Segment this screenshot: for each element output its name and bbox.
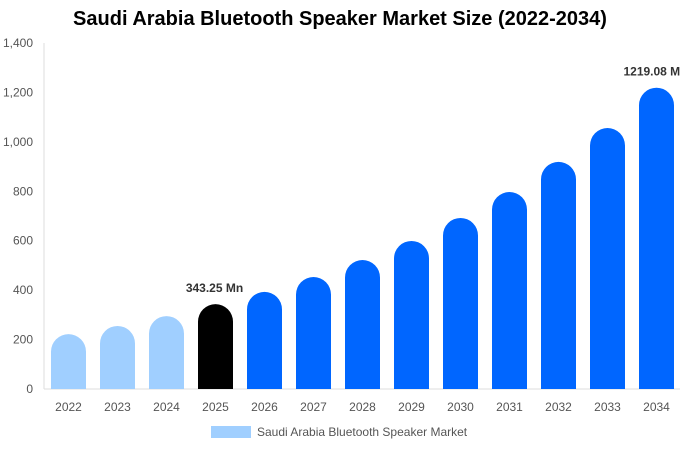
bar-2030	[443, 217, 478, 389]
data-label-2034: 1219.08 Mn	[623, 65, 680, 79]
x-tick-label: 2030	[447, 400, 474, 414]
bar-2032	[541, 161, 576, 389]
legend: Saudi Arabia Bluetooth Speaker Market	[211, 425, 467, 439]
bar-2028	[345, 259, 380, 389]
y-tick-label: 0	[26, 382, 33, 396]
bar-2024	[149, 316, 184, 389]
x-tick-label: 2033	[594, 400, 621, 414]
y-tick-label: 400	[13, 283, 33, 297]
y-tick-label: 1,200	[3, 85, 33, 99]
bar-2029	[394, 240, 429, 389]
data-label-2025: 343.25 Mn	[186, 281, 243, 295]
y-tick-label: 1,400	[3, 36, 33, 50]
x-tick-label: 2031	[496, 400, 523, 414]
bar-2027	[296, 277, 331, 389]
bar-2034	[639, 87, 674, 390]
x-tick-label: 2022	[55, 400, 82, 414]
x-tick-label: 2029	[398, 400, 425, 414]
bar-2026	[247, 291, 282, 389]
bar-2023	[100, 325, 135, 389]
bar-2031	[492, 192, 527, 389]
x-tick-label: 2024	[153, 400, 180, 414]
y-tick-label: 800	[13, 184, 33, 198]
x-tick-label: 2023	[104, 400, 131, 414]
legend-swatch	[211, 426, 251, 438]
x-tick-label: 2026	[251, 400, 278, 414]
y-tick-label: 600	[13, 234, 33, 248]
legend-label: Saudi Arabia Bluetooth Speaker Market	[257, 425, 468, 439]
bar-2033	[590, 128, 625, 389]
chart-title: Saudi Arabia Bluetooth Speaker Market Si…	[73, 8, 607, 30]
x-tick-label: 2027	[300, 400, 327, 414]
bar-2022	[51, 334, 86, 389]
y-tick-label: 1,000	[3, 135, 33, 149]
x-tick-label: 2034	[643, 400, 670, 414]
y-tick-label: 200	[13, 333, 33, 347]
bar-2025	[198, 304, 233, 389]
x-tick-label: 2025	[202, 400, 229, 414]
x-tick-label: 2032	[545, 400, 572, 414]
x-tick-label: 2028	[349, 400, 376, 414]
